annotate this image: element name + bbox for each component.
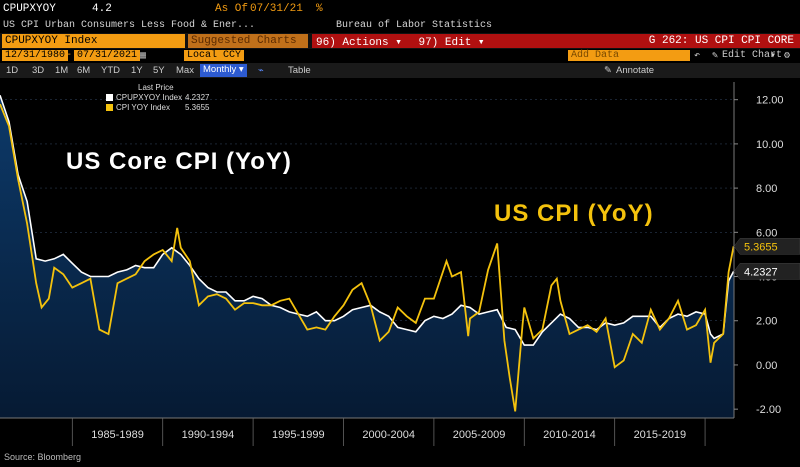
- period-5y[interactable]: 5Y: [153, 65, 165, 76]
- settings-icon[interactable]: ⚙: [784, 51, 791, 62]
- last-price-label: 4.2327: [744, 266, 778, 278]
- last-price-labels: 5.3655 4.2327: [733, 238, 800, 280]
- chart-legend[interactable]: Last Price CPUPXYOY Index 4.2327 CPI YOY…: [106, 82, 209, 112]
- legend-title: Last Price: [138, 82, 174, 92]
- cpi-annotation: US CPI (YoY): [494, 200, 654, 227]
- currency-field[interactable]: Local CCY: [184, 50, 245, 61]
- asof-label: As Of: [215, 3, 249, 15]
- calendar-icon[interactable]: ▦: [140, 51, 147, 62]
- y-tick-label: 0.00: [756, 360, 777, 372]
- x-tick-label: 1990-1994: [182, 429, 235, 441]
- security-field[interactable]: CPUPXYOY Index: [2, 34, 185, 48]
- chevron-down-icon: ▾: [477, 37, 485, 49]
- y-tick-label: -2.00: [756, 404, 781, 416]
- legend-swatch-cpi: [106, 103, 113, 111]
- x-axis: 1985-1989 1990-1994 1995-1999 2000-2004 2005…: [71, 418, 706, 446]
- end-date-field[interactable]: 07/31/2021: [74, 50, 141, 61]
- chevron-down-icon: ▾: [238, 64, 244, 75]
- chevron-down-icon: ▾: [395, 37, 402, 49]
- source-agency: Bureau of Labor Statistics: [336, 20, 493, 31]
- legend-swatch-core: [106, 93, 113, 101]
- y-tick-label: 2.00: [756, 316, 777, 328]
- x-tick-label: 1995-1999: [272, 429, 325, 441]
- period-6m[interactable]: 6M: [77, 65, 91, 76]
- page-title: G 262: US CPI CPI CORE: [648, 35, 794, 47]
- legend-label-core: CPUPXYOY Index: [116, 92, 183, 102]
- core-cpi-annotation: US Core CPI (YoY): [66, 148, 292, 175]
- x-tick-label: 2000-2004: [362, 429, 415, 441]
- actions-menu[interactable]: Actions: [342, 37, 389, 49]
- security-description: US CPI Urban Consumers Less Food & Ener.…: [3, 20, 256, 31]
- actions-number: 96): [316, 37, 336, 49]
- ticker-value: 4.2: [92, 3, 112, 15]
- y-tick-label: 12.00: [756, 95, 784, 107]
- edit-menu[interactable]: Edit: [444, 37, 472, 49]
- legend-item-cpi[interactable]: CPI YOY Index 5.3655: [106, 102, 209, 112]
- period-max[interactable]: Max: [176, 65, 194, 76]
- last-price-label: 5.3655: [744, 241, 778, 253]
- percent-unit: %: [316, 3, 323, 15]
- y-tick-label: 10.00: [756, 139, 784, 151]
- legend-value-cpi: 5.3655: [185, 102, 210, 112]
- ticker-row: CPUPXYOY 4.2 As Of 07/31/21 %: [0, 0, 800, 19]
- x-tick-label: 1985-1989: [91, 429, 144, 441]
- command-bar: CPUPXYOY Index Suggested Charts 96) Acti…: [0, 33, 800, 49]
- start-date-field[interactable]: 12/31/1980: [2, 50, 69, 61]
- add-data-field[interactable]: Add Data: [568, 50, 690, 61]
- period-1y[interactable]: 1Y: [131, 65, 143, 76]
- edit-chart-icon[interactable]: ✎: [712, 51, 719, 62]
- period-toolbar: 1D 3D 1M 6M YTD 1Y 5Y Max Monthly ▾ ⌁ Ta…: [0, 63, 800, 78]
- frequency-dropdown[interactable]: Monthly ▾: [200, 64, 247, 77]
- undo-icon[interactable]: ↶: [694, 51, 701, 62]
- legend-value-core: 4.2327: [185, 92, 210, 102]
- description-row: US CPI Urban Consumers Less Food & Ener.…: [0, 19, 800, 33]
- x-tick-label: 2005-2009: [453, 429, 506, 441]
- legend-label-cpi: CPI YOY Index: [116, 102, 170, 112]
- last-price-tag: [733, 263, 800, 280]
- cpi-line[interactable]: [0, 103, 735, 412]
- period-1m[interactable]: 1M: [55, 65, 69, 76]
- y-tick-label: 8.00: [756, 183, 777, 195]
- period-1d[interactable]: 1D: [6, 65, 19, 76]
- ticker-symbol[interactable]: CPUPXYOY: [3, 3, 56, 15]
- asof-date: 07/31/21: [250, 3, 303, 15]
- last-price-tag: [733, 238, 800, 255]
- x-tick-label: 2010-2014: [543, 429, 596, 441]
- edit-chart-button[interactable]: Edit Chart: [722, 50, 783, 61]
- core-cpi-line[interactable]: [0, 95, 735, 346]
- table-toggle[interactable]: Table: [288, 65, 311, 76]
- annotate-button[interactable]: Annotate: [616, 65, 655, 76]
- source-footer: Source: Bloomberg: [4, 452, 82, 462]
- line-chart-icon[interactable]: ⌁: [258, 65, 264, 76]
- date-range-row: 12/31/1980 - 07/31/2021 ▦ Local CCY Add …: [0, 49, 800, 63]
- annotate-icon[interactable]: ✎: [604, 65, 612, 76]
- y-tick-label: 6.00: [756, 227, 777, 239]
- date-separator: -: [66, 50, 73, 61]
- suggested-charts-button[interactable]: Suggested Charts: [188, 34, 308, 48]
- edit-number: 97): [418, 37, 439, 49]
- period-3d[interactable]: 3D: [32, 65, 45, 76]
- core-cpi-area: [0, 95, 734, 419]
- command-red-bar: 96) Actions ▾ 97) Edit ▾ G 262: US CPI C…: [312, 34, 800, 49]
- x-tick-label: 2015-2019: [634, 429, 687, 441]
- period-ytd[interactable]: YTD: [101, 65, 120, 76]
- legend-item-core[interactable]: CPUPXYOY Index 4.2327: [106, 92, 209, 102]
- chevron-down-icon[interactable]: ▾: [770, 51, 777, 62]
- frequency-value: Monthly: [203, 64, 237, 75]
